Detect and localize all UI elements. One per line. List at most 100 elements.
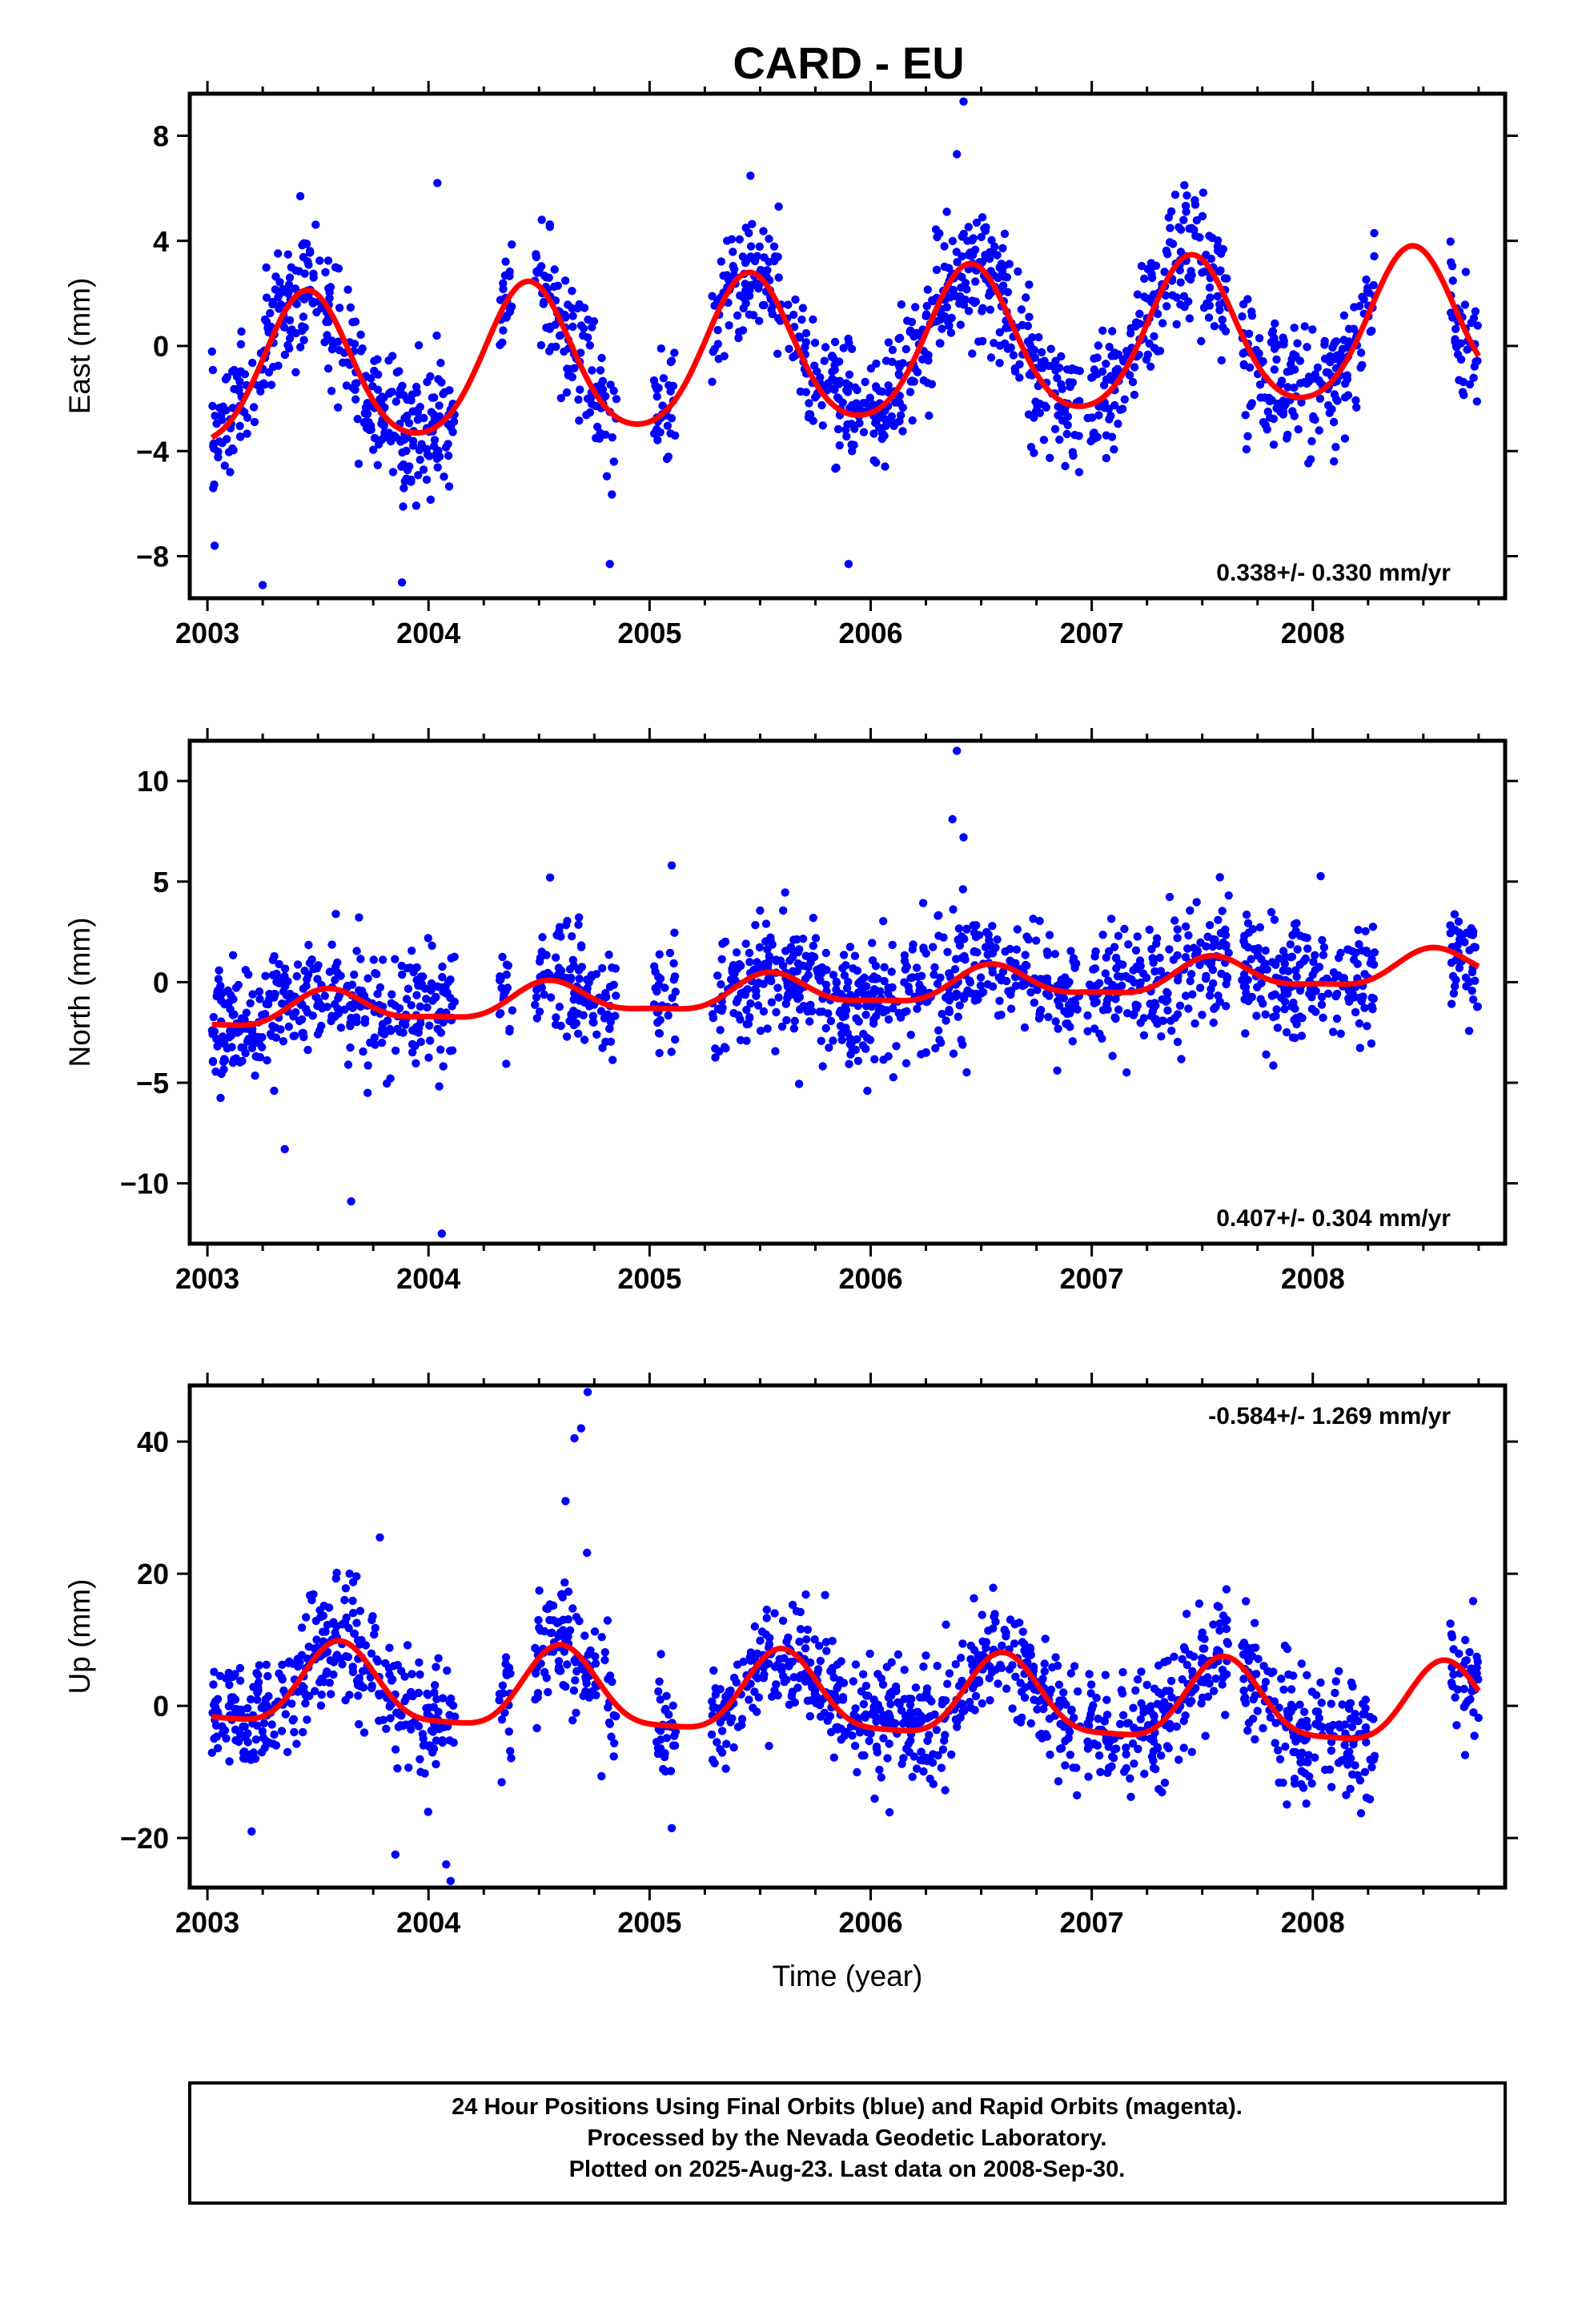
data-point (532, 993, 541, 1002)
data-point (331, 1574, 340, 1583)
data-point (932, 1726, 942, 1735)
data-point (424, 1691, 432, 1699)
data-point (1117, 972, 1126, 981)
data-point (340, 1595, 349, 1605)
data-point (596, 1007, 606, 1015)
data-point (1239, 970, 1249, 979)
data-point (1218, 1680, 1227, 1689)
data-point (1111, 1014, 1120, 1023)
y-tick-label: 20 (137, 1558, 169, 1590)
data-point (1240, 940, 1250, 950)
data-point (1287, 1700, 1296, 1709)
data-point (1084, 1772, 1093, 1781)
data-point (274, 249, 283, 258)
x-tick-label: 2005 (617, 1906, 681, 1939)
data-point (933, 979, 942, 988)
data-point (260, 1743, 269, 1752)
y-tick-label: 4 (153, 225, 169, 258)
data-point (1473, 1657, 1483, 1667)
data-point-outlier (295, 191, 305, 201)
data-point (940, 312, 950, 321)
data-point (1329, 417, 1339, 427)
data-point (1037, 348, 1046, 357)
data-point (1291, 966, 1300, 975)
data-point-outlier (948, 814, 957, 824)
data-point (759, 979, 768, 988)
data-point (311, 992, 320, 1002)
data-point (1042, 1732, 1052, 1741)
data-point (1029, 1663, 1038, 1671)
data-point (925, 411, 934, 420)
data-point (1287, 953, 1295, 962)
data-point (805, 410, 815, 419)
data-point (1181, 922, 1191, 931)
data-point (1253, 947, 1262, 956)
data-point (292, 1739, 301, 1748)
data-point (571, 1676, 580, 1685)
data-point (604, 1013, 613, 1022)
data-point (662, 1691, 671, 1700)
data-point (1340, 434, 1350, 443)
data-point (1328, 343, 1337, 352)
data-point (1336, 1029, 1345, 1039)
data-point (499, 1689, 508, 1698)
data-point (1173, 934, 1182, 943)
x-tick-label: 2004 (396, 1906, 460, 1939)
data-point (1370, 251, 1379, 261)
data-point (1317, 1699, 1326, 1707)
data-point (332, 1622, 341, 1631)
data-point (377, 1038, 387, 1047)
data-point (1348, 1770, 1357, 1779)
data-point (501, 1659, 510, 1668)
data-point (584, 1693, 594, 1702)
data-point (407, 477, 416, 486)
data-point (1061, 1761, 1070, 1770)
data-point (1247, 992, 1257, 1002)
data-point (1254, 1655, 1263, 1663)
data-point (824, 1009, 833, 1018)
data-point (264, 1691, 273, 1701)
data-point (828, 1667, 837, 1676)
data-point (708, 1697, 717, 1706)
data-point (1186, 906, 1195, 915)
data-point (1116, 405, 1125, 414)
data-point (404, 419, 414, 428)
data-point (1191, 1683, 1200, 1693)
data-point (263, 1055, 271, 1065)
data-point (444, 482, 454, 491)
data-point (1355, 1019, 1364, 1028)
data-point (278, 999, 287, 1008)
data-point (1271, 1719, 1280, 1727)
data-point (535, 1586, 544, 1595)
data-point (1218, 907, 1227, 915)
data-point (502, 1059, 511, 1068)
data-point (989, 1583, 998, 1592)
data-point (325, 294, 334, 303)
data-point (293, 1687, 303, 1696)
data-point (968, 1683, 978, 1693)
data-point (332, 1651, 342, 1659)
data-point (1136, 978, 1145, 987)
data-point (611, 1011, 620, 1020)
data-point (950, 965, 960, 974)
data-point (569, 1686, 579, 1695)
data-point (895, 333, 905, 343)
data-point (906, 974, 915, 983)
data-point (765, 1634, 774, 1642)
data-point (1139, 1031, 1149, 1040)
data-point (608, 1055, 617, 1064)
data-point (329, 1670, 338, 1679)
data-point (1215, 873, 1224, 882)
data-point (278, 1660, 287, 1669)
data-point (1139, 1703, 1148, 1713)
data-point (1195, 1599, 1204, 1608)
data-point (1367, 1039, 1376, 1048)
data-point (1448, 276, 1457, 285)
data-point (1332, 1014, 1342, 1023)
data-point (263, 1671, 272, 1681)
data-point (1026, 443, 1036, 452)
data-point (230, 384, 239, 393)
data-point (960, 935, 969, 943)
data-point (991, 943, 1000, 952)
data-point (972, 921, 981, 930)
